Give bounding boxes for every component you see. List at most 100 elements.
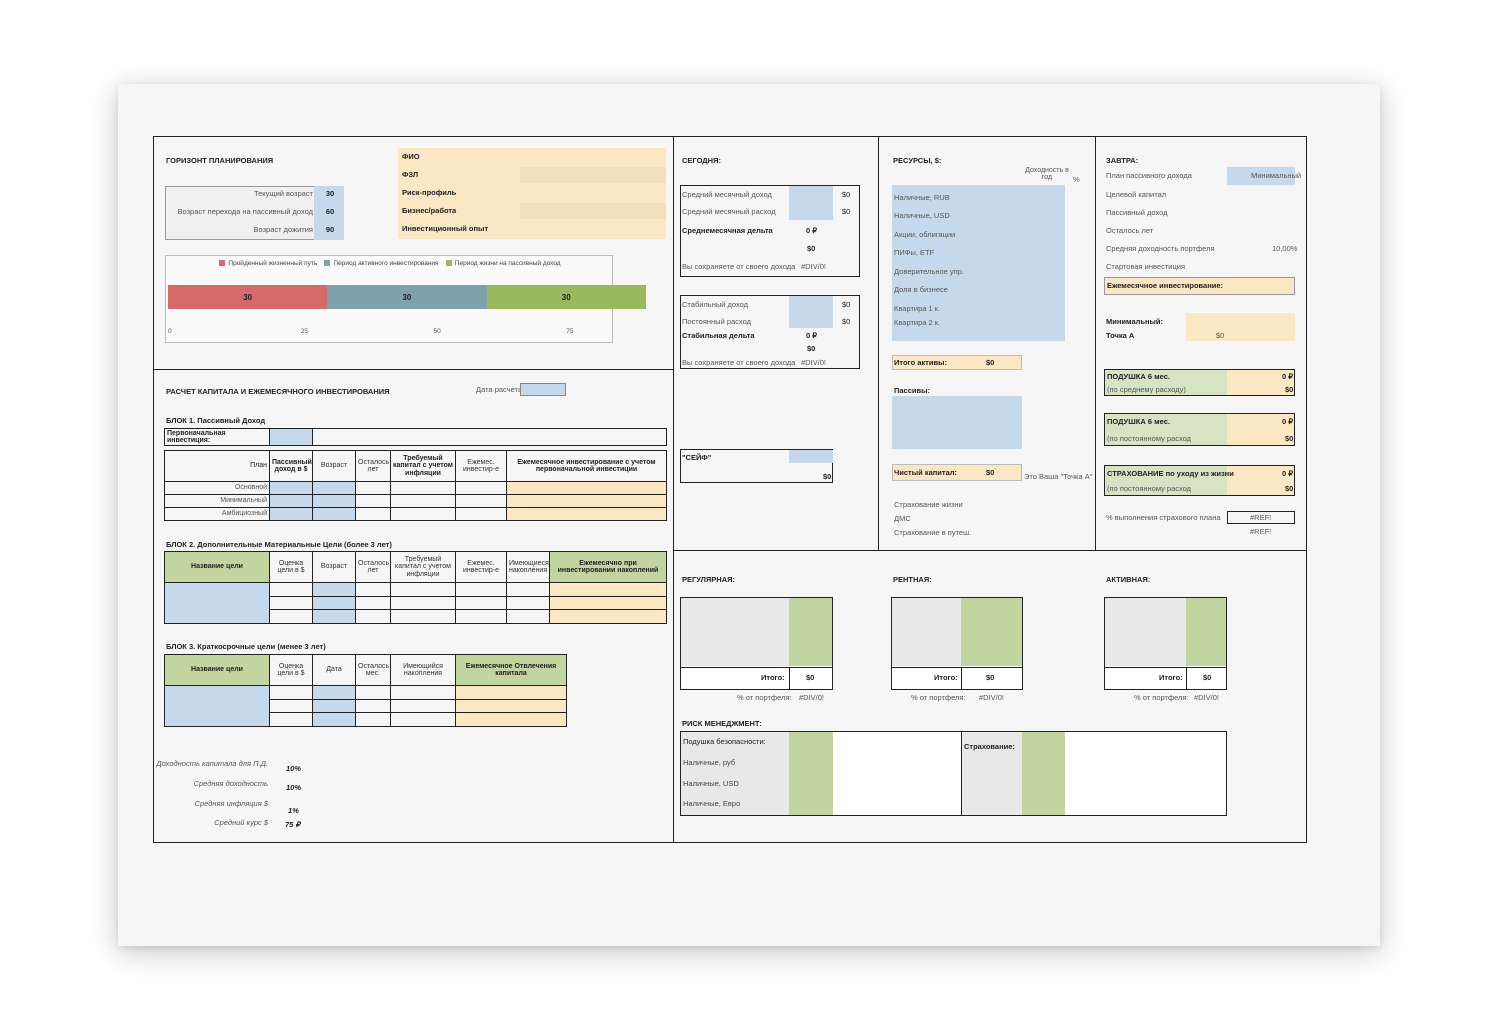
block3-title: БЛОК 3. Краткосрочные цели (менее 3 лет): [166, 642, 326, 651]
block2-goal-name-input[interactable]: [164, 582, 270, 624]
assumption-value[interactable]: 10%: [286, 783, 302, 792]
resources-assets-block[interactable]: [892, 185, 1065, 341]
liabilities-block[interactable]: [892, 396, 1022, 449]
block1-cell-input[interactable]: [312, 507, 356, 521]
resources-item: Квартира 2 к.: [894, 318, 941, 327]
portfolio-regular-pct-value: #DIV/0!: [799, 693, 825, 702]
block1-header-monthly-adj: Ежемесячное инвестирование с учетом перв…: [506, 450, 667, 482]
block2-cell[interactable]: [269, 595, 313, 611]
portfolio-regular-total-label: Итого:: [761, 673, 785, 682]
cushion-const-sub: (по постоянному расход: [1107, 434, 1192, 443]
block1-initial-input[interactable]: [269, 428, 313, 446]
block2-cell[interactable]: [269, 582, 313, 597]
block3-cell[interactable]: [269, 685, 313, 700]
block3-cell[interactable]: [269, 712, 313, 727]
today-stable-income-label: Стабильный доход: [682, 300, 749, 309]
block2-cell[interactable]: [506, 582, 550, 597]
today-income-input[interactable]: [789, 186, 833, 220]
block1-cell: [390, 481, 456, 495]
block2-cell-input[interactable]: [312, 582, 356, 597]
tomorrow-plan-select[interactable]: [1227, 167, 1295, 185]
horizon-row-1-label: Текущий возраст: [253, 189, 313, 198]
portfolio-regular-values[interactable]: [789, 598, 832, 666]
block3-goal-name-input[interactable]: [164, 685, 270, 727]
block2-cell[interactable]: [269, 609, 313, 624]
portfolio-active-title: АКТИВНАЯ:: [1106, 575, 1151, 584]
block1-header-row: План Пассивный доход в $ Возраст Осталос…: [164, 450, 667, 482]
block1-cell-input[interactable]: [269, 481, 313, 495]
block3-cell[interactable]: [390, 712, 456, 727]
total-assets-label: Итого активы:: [894, 358, 947, 367]
block2-cell: [455, 582, 507, 597]
block1-row-label: Основной: [164, 481, 270, 495]
table-row: Основной: [164, 481, 667, 495]
profile-input-business[interactable]: [520, 203, 666, 219]
chart-x-tick: 75: [566, 328, 574, 335]
portfolio-regular-names[interactable]: [681, 598, 789, 666]
block1-cell-result: [506, 494, 667, 508]
safe-input[interactable]: [789, 450, 833, 463]
risk-insurance-values[interactable]: [1022, 732, 1065, 815]
chart-bar-label-2: 30: [402, 292, 412, 302]
block3-cell[interactable]: [390, 685, 456, 700]
tomorrow-plan-value[interactable]: Минимальный: [1251, 171, 1302, 180]
block1-header-monthly: Ежемес. инвестир-е: [455, 450, 507, 482]
block2-cell-input[interactable]: [312, 609, 356, 624]
block3-cell[interactable]: [269, 698, 313, 714]
block3-cell: [355, 685, 391, 700]
horizon-row-1-value[interactable]: 30: [325, 189, 335, 198]
block3-cell-input[interactable]: [312, 698, 356, 714]
tomorrow-row-label: Осталось лет: [1106, 226, 1154, 235]
life-insurance-usd: $0: [1285, 484, 1294, 493]
horizon-row-3-value[interactable]: 90: [325, 225, 335, 234]
portfolio-rent-pct-value: #DIV/0!: [979, 693, 1005, 702]
liabilities-label: Пассивы:: [894, 386, 931, 395]
tomorrow-row-label: Средняя доходность портфеля: [1106, 244, 1215, 253]
portfolio-active-names[interactable]: [1105, 598, 1186, 666]
block1-cell-input[interactable]: [312, 494, 356, 508]
today-stable-input[interactable]: [789, 296, 833, 328]
horizon-row-2-value[interactable]: 60: [325, 207, 335, 216]
today-income-label: Средний месячный доход: [682, 190, 772, 199]
insurance-item: ДМС: [894, 514, 911, 523]
block3-cell-input[interactable]: [312, 712, 356, 727]
block2-cell[interactable]: [506, 609, 550, 624]
block3-cell-input[interactable]: [312, 685, 356, 700]
block1-cell: [355, 494, 391, 508]
today-income-value: $0: [842, 190, 851, 199]
safe-label: "СЕЙФ": [682, 453, 712, 462]
block1-cell-input[interactable]: [312, 481, 356, 495]
risk-values[interactable]: [789, 732, 833, 815]
today-stable-saved-value: #DIV/0!: [801, 358, 827, 367]
tomorrow-monthly-box: [1104, 277, 1295, 295]
risk-item: Наличные, руб: [683, 758, 736, 767]
block1-cell-input[interactable]: [269, 494, 313, 508]
block2-cell[interactable]: [506, 595, 550, 611]
today-expense-label: Средний месячный расход: [682, 207, 776, 216]
portfolio-regular-pct-label: % от портфеля:: [737, 693, 792, 702]
risk-item: Подушка безопасности:: [683, 737, 766, 746]
legend-item-3: Период жизни на пассивный доход: [445, 260, 561, 267]
portfolio-rent-names[interactable]: [892, 598, 961, 666]
assumption-label: Доходность капитала для П.Д.: [156, 759, 268, 768]
profile-input-fzl[interactable]: [520, 167, 666, 183]
block2-cell-input[interactable]: [312, 595, 356, 611]
portfolio-rent-values[interactable]: [961, 598, 1022, 666]
insurance-plan-value: #REF!: [1250, 513, 1272, 522]
calc-date-input[interactable]: [520, 383, 566, 396]
legend-item-2: Период активного инвестирования: [324, 260, 439, 267]
block2-cell: [455, 609, 507, 624]
block3-header-estimate: Оценка цели в $: [269, 654, 313, 686]
block2-cell: [355, 609, 391, 624]
assumption-value[interactable]: 1%: [288, 806, 299, 815]
horizon-row-3-label: Возраст дожития: [253, 225, 314, 234]
today-stable-expense-value: $0: [842, 317, 851, 326]
assumption-value[interactable]: 75 ₽: [285, 820, 301, 829]
block3-cell[interactable]: [390, 698, 456, 714]
portfolio-active-values[interactable]: [1186, 598, 1226, 666]
assumption-value[interactable]: 10%: [286, 764, 302, 773]
safe-value: $0: [823, 472, 832, 481]
block1-cell-input[interactable]: [269, 507, 313, 521]
portfolio-rent-sep-v: [961, 667, 962, 689]
legend-label-2: Период активного инвестирования: [333, 260, 439, 267]
